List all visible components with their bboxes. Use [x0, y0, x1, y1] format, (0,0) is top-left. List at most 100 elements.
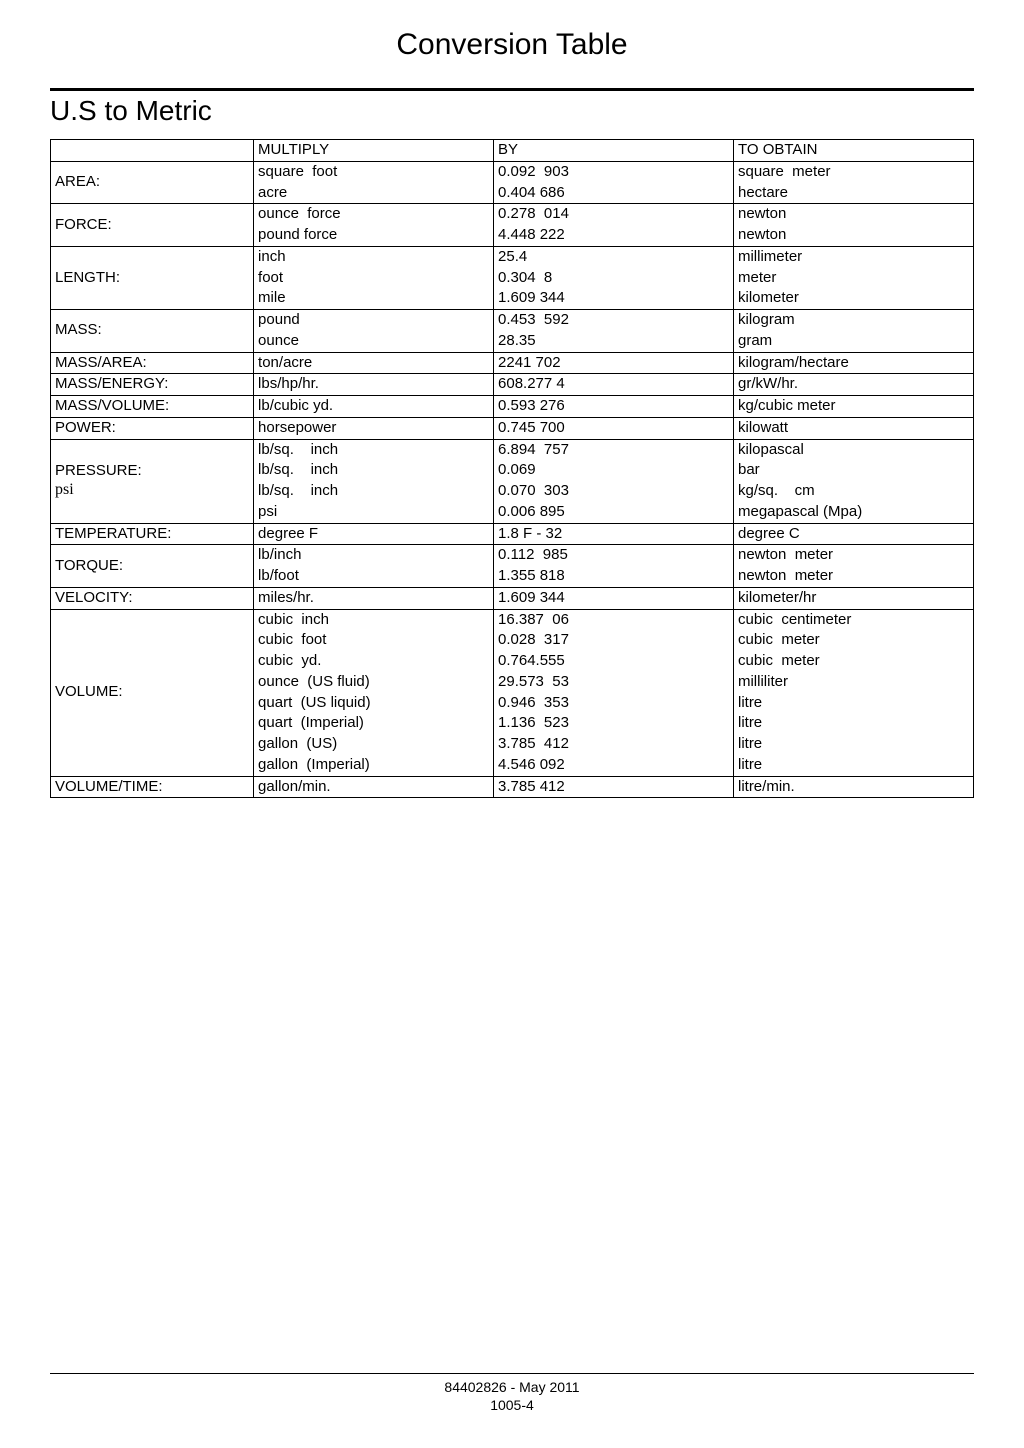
by-cell: 3.785 412: [494, 776, 734, 798]
obtain-cell: milliliter: [733, 672, 973, 693]
by-cell: 0.764.555: [494, 651, 734, 672]
multiply-cell: degree F: [254, 523, 494, 545]
table-row: MASS:pound0.453 592kilogram: [51, 310, 974, 331]
by-cell: 0.278 014: [494, 204, 734, 225]
obtain-cell: gram: [733, 331, 973, 352]
by-cell: 608.277 4: [494, 374, 734, 396]
section-subtitle: U.S to Metric: [50, 95, 974, 127]
category-label: LENGTH:: [51, 246, 254, 309]
multiply-cell: lb/inch: [254, 545, 494, 566]
by-cell: 28.35: [494, 331, 734, 352]
by-cell: 0.069: [494, 460, 734, 481]
obtain-cell: kilometer/hr: [733, 587, 973, 609]
obtain-cell: megapascal (Mpa): [733, 502, 973, 523]
obtain-cell: litre: [733, 713, 973, 734]
obtain-cell: gr/kW/hr.: [733, 374, 973, 396]
table-row: TORQUE:lb/inch0.112 985newton meter: [51, 545, 974, 566]
category-label: POWER:: [51, 417, 254, 439]
table-row: MASS/ENERGY:lbs/hp/hr.608.277 4gr/kW/hr.: [51, 374, 974, 396]
by-cell: 3.785 412: [494, 734, 734, 755]
footer-rule: [50, 1373, 974, 1374]
obtain-cell: newton: [733, 204, 973, 225]
table-row: VELOCITY:miles/hr.1.609 344kilometer/hr: [51, 587, 974, 609]
title-rule: [50, 88, 974, 91]
column-header-multiply: MULTIPLY: [254, 140, 494, 162]
column-header-obtain: TO OBTAIN: [733, 140, 973, 162]
category-label: MASS/ENERGY:: [51, 374, 254, 396]
obtain-cell: kg/cubic meter: [733, 396, 973, 418]
multiply-cell: ton/acre: [254, 352, 494, 374]
obtain-cell: litre: [733, 734, 973, 755]
by-cell: 0.946 353: [494, 693, 734, 714]
category-label-psi: psi: [55, 481, 74, 498]
obtain-cell: meter: [733, 268, 973, 289]
multiply-cell: cubic inch: [254, 609, 494, 630]
obtain-cell: litre: [733, 755, 973, 776]
table-row: VOLUME:cubic inch16.387 06cubic centimet…: [51, 609, 974, 630]
multiply-cell: square foot: [254, 161, 494, 182]
multiply-cell: lb/sq. inch: [254, 460, 494, 481]
category-label: TORQUE:: [51, 545, 254, 588]
multiply-cell: cubic yd.: [254, 651, 494, 672]
by-cell: 2241 702: [494, 352, 734, 374]
obtain-cell: kilometer: [733, 288, 973, 309]
by-cell: 0.745 700: [494, 417, 734, 439]
multiply-cell: lb/sq. inch: [254, 481, 494, 502]
obtain-cell: kg/sq. cm: [733, 481, 973, 502]
category-label: FORCE:: [51, 204, 254, 247]
obtain-cell: newton: [733, 225, 973, 246]
obtain-cell: kilogram/hectare: [733, 352, 973, 374]
multiply-cell: foot: [254, 268, 494, 289]
obtain-cell: bar: [733, 460, 973, 481]
category-label: MASS/AREA:: [51, 352, 254, 374]
obtain-cell: newton meter: [733, 545, 973, 566]
multiply-cell: lb/sq. inch: [254, 439, 494, 460]
multiply-cell: gallon (Imperial): [254, 755, 494, 776]
multiply-cell: cubic foot: [254, 630, 494, 651]
by-cell: 0.593 276: [494, 396, 734, 418]
multiply-cell: gallon/min.: [254, 776, 494, 798]
page-footer: 84402826 - May 2011 1005-4: [50, 1373, 974, 1414]
obtain-cell: cubic meter: [733, 651, 973, 672]
by-cell: 4.448 222: [494, 225, 734, 246]
by-cell: 1.355 818: [494, 566, 734, 587]
category-label: TEMPERATURE:: [51, 523, 254, 545]
by-cell: 1.8 F - 32: [494, 523, 734, 545]
obtain-cell: kilopascal: [733, 439, 973, 460]
multiply-cell: lb/cubic yd.: [254, 396, 494, 418]
obtain-cell: litre/min.: [733, 776, 973, 798]
table-row: AREA:square foot0.092 903square meter: [51, 161, 974, 182]
obtain-cell: cubic centimeter: [733, 609, 973, 630]
footer-line-2: 1005-4: [490, 1397, 534, 1413]
by-cell: 4.546 092: [494, 755, 734, 776]
obtain-cell: millimeter: [733, 246, 973, 267]
by-cell: 1.136 523: [494, 713, 734, 734]
by-cell: 29.573 53: [494, 672, 734, 693]
table-header-row: MULTIPLYBYTO OBTAIN: [51, 140, 974, 162]
blank-header-cell: [51, 140, 254, 162]
table-row: MASS/AREA:ton/acre2241 702kilogram/hecta…: [51, 352, 974, 374]
category-label: MASS/VOLUME:: [51, 396, 254, 418]
by-cell: 6.894 757: [494, 439, 734, 460]
by-cell: 1.609 344: [494, 288, 734, 309]
obtain-cell: litre: [733, 693, 973, 714]
obtain-cell: kilogram: [733, 310, 973, 331]
category-label: VOLUME:: [51, 609, 254, 776]
multiply-cell: lbs/hp/hr.: [254, 374, 494, 396]
multiply-cell: pound: [254, 310, 494, 331]
category-label: PRESSURE:psi: [51, 439, 254, 523]
obtain-cell: square meter: [733, 161, 973, 182]
table-row: VOLUME/TIME:gallon/min.3.785 412litre/mi…: [51, 776, 974, 798]
by-cell: 0.092 903: [494, 161, 734, 182]
category-label: VELOCITY:: [51, 587, 254, 609]
by-cell: 0.006 895: [494, 502, 734, 523]
multiply-cell: gallon (US): [254, 734, 494, 755]
multiply-cell: miles/hr.: [254, 587, 494, 609]
category-label: VOLUME/TIME:: [51, 776, 254, 798]
multiply-cell: acre: [254, 183, 494, 204]
multiply-cell: inch: [254, 246, 494, 267]
footer-line-1: 84402826 - May 2011: [444, 1379, 579, 1395]
by-cell: 0.304 8: [494, 268, 734, 289]
multiply-cell: ounce: [254, 331, 494, 352]
obtain-cell: newton meter: [733, 566, 973, 587]
